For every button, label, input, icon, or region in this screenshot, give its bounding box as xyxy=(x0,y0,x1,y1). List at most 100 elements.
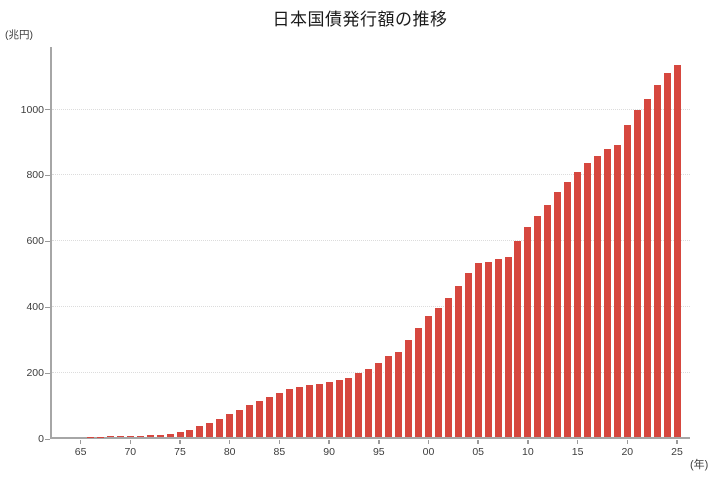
x-tick-mark xyxy=(179,440,181,444)
x-tick-mark xyxy=(228,440,231,444)
bar-2012 xyxy=(544,204,552,437)
x-tick-mark xyxy=(79,440,82,444)
bar-1999 xyxy=(415,327,423,437)
x-tick-label: 70 xyxy=(124,446,137,458)
x-tick-mark xyxy=(328,440,330,444)
bar-1975 xyxy=(176,432,184,437)
bar-1996 xyxy=(385,356,393,437)
bar-2000 xyxy=(425,315,432,437)
bar-1988 xyxy=(305,385,313,437)
bar-1998 xyxy=(405,339,413,437)
gridline-800 xyxy=(52,174,690,176)
bar-1981 xyxy=(236,409,244,437)
y-tick-label: 800 xyxy=(26,169,44,182)
x-tick-mark xyxy=(427,440,430,444)
y-tick-label: 600 xyxy=(26,235,44,248)
y-axis-unit-label: (兆円) xyxy=(5,29,33,41)
bar-1976 xyxy=(186,429,194,437)
chart-title: 日本国債発行額の推移 xyxy=(272,10,448,29)
bar-1980 xyxy=(226,413,234,437)
bar-1970 xyxy=(126,436,134,437)
bar-2024 xyxy=(663,73,671,437)
x-tick-label: 20 xyxy=(621,446,634,458)
bar-2017 xyxy=(593,155,601,437)
x-tick-label: 00 xyxy=(422,446,435,458)
y-tick-mark xyxy=(45,240,50,242)
x-tick-label: 85 xyxy=(273,446,286,458)
bar-2013 xyxy=(554,191,562,437)
y-tick-mark xyxy=(45,438,50,440)
bar-1979 xyxy=(216,418,224,437)
bar-1977 xyxy=(196,426,204,437)
y-tick-mark xyxy=(45,372,50,374)
y-tick-label: 200 xyxy=(26,367,44,380)
x-tick-label: 05 xyxy=(472,446,485,458)
bar-2014 xyxy=(564,181,572,437)
y-tick-label: 400 xyxy=(26,301,44,314)
x-tick-label: 10 xyxy=(522,446,534,458)
bar-2002 xyxy=(444,298,452,437)
bar-1983 xyxy=(256,400,264,437)
y-tick-mark xyxy=(45,174,50,176)
bar-1984 xyxy=(265,396,273,437)
bar-1997 xyxy=(395,352,403,437)
y-tick-label: 1000 xyxy=(20,103,44,116)
x-tick-label: 95 xyxy=(372,446,385,458)
bar-1978 xyxy=(206,422,214,437)
bar-1986 xyxy=(285,389,293,437)
bar-1993 xyxy=(355,373,363,437)
bar-2005 xyxy=(474,263,482,437)
x-tick-mark xyxy=(278,440,281,444)
bar-2008 xyxy=(504,257,512,437)
y-tick-mark xyxy=(45,109,50,110)
bar-2001 xyxy=(434,307,442,437)
x-tick-mark xyxy=(576,440,579,444)
bar-2004 xyxy=(464,272,472,437)
bar-2009 xyxy=(514,241,522,437)
bar-1991 xyxy=(335,380,343,437)
y-tick-mark xyxy=(45,306,50,308)
y-tick-label: 0 xyxy=(38,433,44,445)
bar-2016 xyxy=(584,163,592,437)
bar-2018 xyxy=(603,149,611,437)
bar-1968 xyxy=(106,436,114,437)
bar-1973 xyxy=(156,434,164,437)
bar-2025 xyxy=(673,65,681,437)
bar-1989 xyxy=(315,383,323,437)
x-tick-mark xyxy=(527,440,529,444)
bar-2023 xyxy=(653,85,661,437)
x-tick-label: 75 xyxy=(174,446,186,458)
bar-1972 xyxy=(146,435,154,437)
bar-2011 xyxy=(534,216,542,437)
bar-1995 xyxy=(375,362,383,437)
gridline-600 xyxy=(52,240,690,242)
bar-2019 xyxy=(613,144,621,437)
bar-2003 xyxy=(454,286,462,437)
gridline-1000 xyxy=(52,108,690,110)
x-tick-label: 80 xyxy=(223,446,236,458)
bar-1985 xyxy=(275,392,283,437)
bar-2010 xyxy=(524,227,532,437)
bar-1992 xyxy=(345,378,353,437)
bar-1987 xyxy=(295,386,303,437)
gridline-400 xyxy=(52,306,690,308)
x-tick-mark xyxy=(129,440,132,444)
bar-2022 xyxy=(643,98,651,437)
x-tick-mark xyxy=(378,440,380,444)
x-axis-unit-label: (年) xyxy=(690,459,709,471)
bar-2007 xyxy=(494,258,502,437)
x-tick-label: 65 xyxy=(74,446,87,458)
x-tick-label: 90 xyxy=(323,446,335,458)
x-tick-mark xyxy=(477,440,479,444)
bar-2021 xyxy=(633,110,641,437)
x-tick-label: 25 xyxy=(671,446,683,458)
bar-2015 xyxy=(574,171,582,437)
plot-area xyxy=(50,47,690,439)
bar-1994 xyxy=(365,368,373,437)
bar-1969 xyxy=(116,436,124,437)
bar-1990 xyxy=(325,382,333,437)
x-tick-mark xyxy=(676,440,678,444)
bar-1974 xyxy=(166,433,174,437)
x-tick-mark xyxy=(626,440,629,444)
